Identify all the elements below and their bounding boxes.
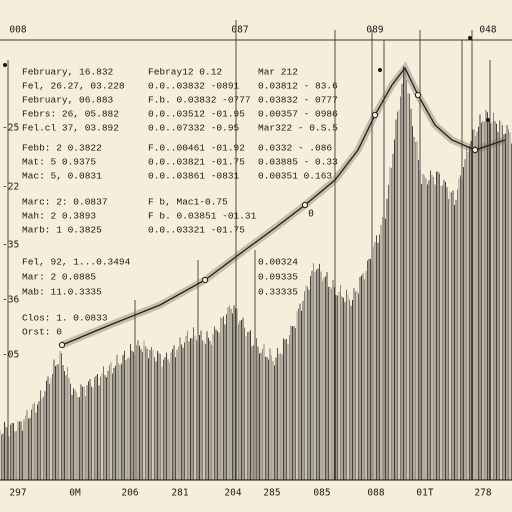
- annotation-text: Marc: 2: 0.0837: [22, 197, 108, 208]
- annotation-text: February, 06.883: [22, 95, 114, 106]
- annotation-text: Orst: 0: [22, 327, 62, 338]
- bottom-label: 088: [367, 488, 384, 499]
- annotation-text: 0.00357 - 0986: [258, 109, 338, 120]
- curve: [3, 36, 507, 349]
- marker-label: 0: [308, 209, 314, 220]
- annotation-text: 0.0..03861 -0831: [148, 171, 240, 182]
- top-label: 089: [366, 25, 383, 36]
- annotation-text: 0.03832 - 0777: [258, 95, 338, 106]
- annotation-text: Mar322 - 0.S.5: [258, 123, 338, 134]
- bottom-label: 278: [474, 488, 491, 499]
- bottom-label: 085: [313, 488, 330, 499]
- annotation-text: 0.09335: [258, 272, 298, 283]
- annotation-text: 0.00351 0.163: [258, 171, 332, 182]
- annotation-text: Mab: 11.0.3335: [22, 287, 102, 298]
- annotation-text: Mat: 5 0.9375: [22, 157, 96, 168]
- annotation-text: Mac: 5, 0.0831: [22, 171, 102, 182]
- marker-dot: [378, 68, 382, 72]
- annotation-text: F.0..00461 -01.92: [148, 143, 245, 154]
- annotation-text: 0.0..03821 -01.75: [148, 157, 245, 168]
- annotation-text: February, 16.832: [22, 67, 114, 78]
- left-label: -25: [2, 123, 19, 134]
- annotation-text: Febb: 2 0.3822: [22, 143, 102, 154]
- left-label: -05: [2, 350, 19, 361]
- top-label: 048: [479, 25, 496, 36]
- left-label: -35: [2, 240, 19, 251]
- annotation-text: 0.0..03832 -0891: [148, 81, 240, 92]
- bottom-label: 01T: [416, 488, 433, 499]
- annotation-text: Mah: 2 0.3893: [22, 211, 96, 222]
- annotation-text: 0.0332 - .086: [258, 143, 332, 154]
- annotation-text: 0.33335: [258, 287, 298, 298]
- bottom-label: 281: [171, 488, 188, 499]
- bottom-label: 206: [121, 488, 138, 499]
- bottom-label: 297: [9, 488, 26, 499]
- annotation-text: Fel, 26.27, 03.228: [22, 81, 125, 92]
- marker-dot: [486, 118, 490, 122]
- curve-dot: [301, 201, 309, 209]
- silhouette: [0, 66, 512, 480]
- annotation-text: F b, Mac1-0.75: [148, 197, 228, 208]
- top-label: 008: [9, 25, 26, 36]
- left-label: -36: [2, 295, 19, 306]
- annotation-text: Febray12 0.12: [148, 67, 222, 78]
- annotation-text: F b. 0.03851 -01.31: [148, 211, 257, 222]
- labels: 008 087 089 048 -25 -22 -35 -36 -05 297 0M 206 281 20…: [2, 25, 497, 499]
- annotation-text: Fel, 92, 1...0.3494: [22, 257, 131, 268]
- annotation-text: 0.00324: [258, 257, 298, 268]
- curve-line: [61, 66, 506, 346]
- annotation-text: Mar 212: [258, 67, 298, 78]
- left-label: -22: [2, 182, 19, 193]
- annotation-text: 0.0..07332 -0.95: [148, 123, 240, 134]
- curve-dot: [471, 146, 479, 154]
- curve-dot: [414, 91, 422, 99]
- marker-dot: [468, 36, 472, 40]
- bottom-label: 0M: [69, 488, 81, 499]
- annotation-text: Fel.cl 37, 03.892: [22, 123, 119, 134]
- annotation-text: 0.0..03321 -01.75: [148, 225, 245, 236]
- curve-dot: [58, 341, 66, 349]
- guide-lines: [7, 20, 491, 480]
- bottom-label: 285: [263, 488, 280, 499]
- annotation-text: Marb: 1 0.3825: [22, 225, 102, 236]
- top-label: 087: [231, 25, 248, 36]
- annotation-text: Clos: 1. 0.0833: [22, 313, 108, 324]
- annotation-text: Mar: 2 0.0885: [22, 272, 96, 283]
- annotation-text: Febrs: 26, 05.882: [22, 109, 119, 120]
- marker-dot: [3, 63, 7, 67]
- annotation-text: F.b. 0.03832 -0777: [148, 95, 251, 106]
- annotation-text: 0.0..03512 -01.95: [148, 109, 245, 120]
- annotation-text: 0.03885 - 0.33: [258, 157, 338, 168]
- annotation-text: 0.03812 - 83.6: [258, 81, 338, 92]
- curve-dot: [201, 276, 209, 284]
- curve-dot: [371, 111, 379, 119]
- bottom-label: 204: [224, 488, 241, 499]
